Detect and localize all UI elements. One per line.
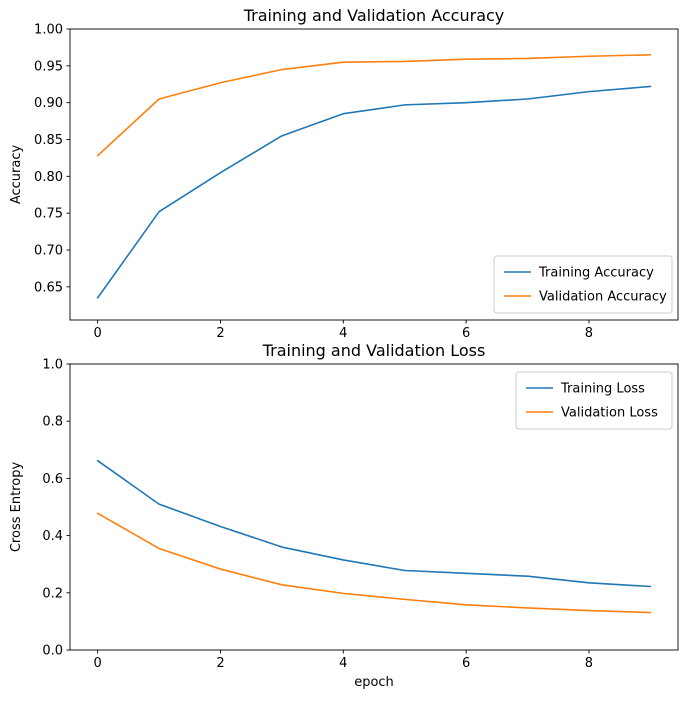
chart-title: Training and Validation Loss	[262, 341, 486, 360]
x-tick-label: 6	[462, 656, 470, 671]
x-tick-label: 0	[93, 656, 101, 671]
legend-label: Training Accuracy	[538, 266, 654, 281]
y-tick-label: 1.0	[42, 358, 63, 373]
x-tick-label: 4	[339, 326, 347, 341]
loss-legend: Training Loss Validation Loss	[515, 371, 673, 430]
x-axis-label: epoch	[354, 675, 394, 690]
legend-frame	[515, 371, 673, 430]
y-tick-label: 0.0	[42, 644, 63, 659]
loss-series-1-line	[96, 512, 652, 614]
accuracy-series-1-line	[96, 53, 652, 157]
y-axis-label: Cross Entropy	[9, 462, 24, 553]
y-tick-label: 0.6	[42, 472, 63, 487]
y-tick-label: 0.90	[34, 96, 63, 111]
y-tick-label: 0.65	[34, 280, 63, 295]
x-tick-label: 8	[585, 326, 593, 341]
x-tick-label: 0	[93, 326, 101, 341]
loss-series-0-line	[96, 459, 652, 588]
y-tick-label: 0.75	[34, 207, 63, 222]
y-tick-label: 0.85	[34, 133, 63, 148]
legend-label: Training Loss	[560, 382, 645, 397]
y-tick-label: 0.8	[42, 415, 63, 430]
legend-label: Validation Loss	[561, 406, 658, 421]
y-tick-label: 0.80	[34, 170, 63, 185]
axes-frame	[69, 28, 679, 321]
accuracy-chart: 0.65 0.70 0.75 0.80 0.85 0.90 0.95 1.00 0 2 4 6 8 Tra…	[9, 6, 679, 341]
chart-title: Training and Validation Accuracy	[243, 6, 505, 25]
x-tick-label: 8	[585, 656, 593, 671]
accuracy-series-0-line	[96, 85, 652, 299]
y-tick-label: 0.4	[42, 529, 63, 544]
y-tick-label: 1.00	[34, 23, 63, 38]
legend-label: Validation Accuracy	[539, 290, 667, 305]
loss-chart: 0.0 0.2 0.4 0.6 0.8 1.0 0 2 4 6 8 Training Loss Vali…	[9, 341, 679, 690]
y-tick-label: 0.2	[42, 586, 63, 601]
y-axis-label: Accuracy	[9, 145, 24, 205]
accuracy-legend: Training Accuracy Validation Accuracy	[493, 255, 673, 314]
legend-frame	[493, 255, 673, 314]
x-tick-label: 2	[216, 656, 224, 671]
x-tick-label: 4	[339, 656, 347, 671]
y-tick-label: 0.70	[34, 244, 63, 259]
x-tick-label: 2	[216, 326, 224, 341]
x-tick-label: 6	[462, 326, 470, 341]
axes-frame	[69, 363, 679, 651]
y-tick-label: 0.95	[34, 59, 63, 74]
